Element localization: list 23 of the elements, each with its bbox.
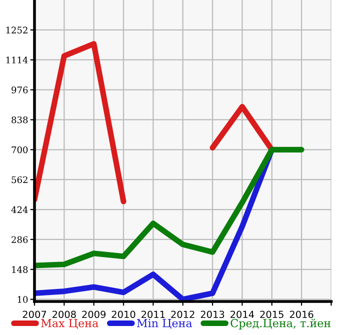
x-tick-label: 2010 <box>112 310 136 318</box>
x-tick-label: 2013 <box>200 310 224 318</box>
y-tick-label: 10 <box>18 296 28 303</box>
x-tick-label: 2016 <box>290 310 314 318</box>
y-tick-label: 1114 <box>6 56 28 64</box>
y-tick-label: 424 <box>11 206 28 213</box>
y-tick-label: 700 <box>12 146 28 154</box>
y-tick-label: 562 <box>12 176 28 184</box>
x-tick-label: 2009 <box>82 310 106 318</box>
x-tick-label: 2015 <box>260 310 284 318</box>
x-tick-label: 2014 <box>230 310 254 318</box>
x-tick-label: 2007 <box>22 310 46 318</box>
y-tick-label: 148 <box>12 266 28 273</box>
x-tick-label: 2011 <box>142 310 165 318</box>
legend-label: Max Цена <box>41 319 98 329</box>
y-tick-label: 286 <box>12 236 28 244</box>
legend-label: Min Цена <box>136 318 192 329</box>
y-tick-label: 976 <box>12 86 28 94</box>
x-tick-label: 2008 <box>52 310 76 318</box>
x-tick-label: 2012 <box>171 310 194 318</box>
y-tick-label: 838 <box>12 116 28 124</box>
y-tick-label: 1252 <box>6 26 28 34</box>
legend-label: Сред.Цена, т.йен <box>230 318 331 330</box>
